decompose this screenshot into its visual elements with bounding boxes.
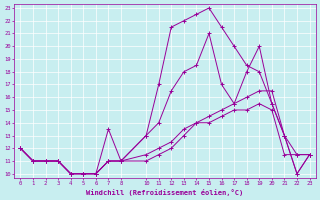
X-axis label: Windchill (Refroidissement éolien,°C): Windchill (Refroidissement éolien,°C) <box>86 189 244 196</box>
